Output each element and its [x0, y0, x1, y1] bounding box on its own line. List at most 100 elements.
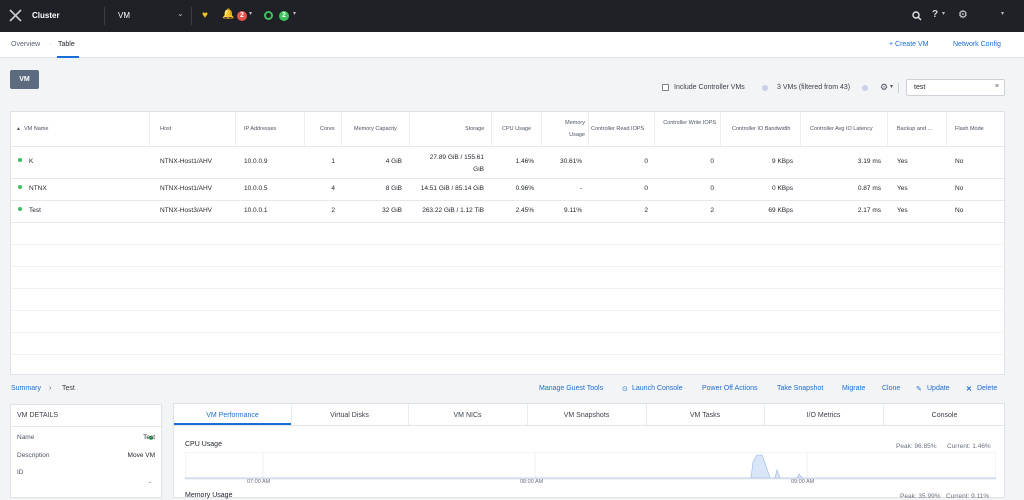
migrate-action[interactable]: Migrate — [842, 385, 866, 392]
search-icon[interactable] — [912, 11, 922, 21]
table-settings-gear-icon[interactable]: ⚙ — [880, 82, 889, 92]
sort-asc-icon[interactable]: ▲ — [16, 126, 21, 132]
host-cell[interactable]: NTNX-Host1/AHV — [160, 185, 213, 192]
help-chevron-icon[interactable]: ▾ — [942, 11, 946, 17]
column-header-cpu-usage[interactable]: CPU Usage — [502, 126, 532, 132]
tasks-ring-icon[interactable] — [264, 11, 273, 20]
tab-virtual-disks[interactable]: Virtual Disks — [330, 412, 369, 419]
manage-guest-tools-action[interactable]: Manage Guest Tools — [539, 385, 604, 392]
write-iops-cell: 2 — [710, 207, 714, 214]
divider — [646, 404, 647, 425]
storage-cell: 14.51 GiB / 85.14 GiB — [420, 185, 484, 192]
tasks-chevron-icon[interactable]: ▾ — [293, 11, 297, 17]
network-config-link[interactable]: Network Config — [953, 41, 1001, 48]
vm-name-cell[interactable]: Test — [29, 207, 41, 214]
tab-vm-snapshots[interactable]: VM Snapshots — [563, 412, 610, 419]
column-header-host[interactable]: Host — [160, 126, 172, 132]
breadcrumb-summary[interactable]: Summary — [11, 385, 41, 392]
column-header-io-bandwidth[interactable]: Controller IO Bandwidth — [732, 126, 791, 132]
tab-console[interactable]: Console — [931, 412, 958, 419]
memory-usage-cell: 30.61% — [559, 158, 582, 165]
nutanix-logo-icon[interactable] — [9, 9, 22, 22]
help-icon[interactable]: ? — [932, 9, 939, 20]
delete-action[interactable]: Delete — [977, 385, 998, 392]
column-divider — [720, 112, 721, 146]
tab-vm-tasks[interactable]: VM Tasks — [689, 412, 721, 419]
column-header-vm-name[interactable]: VM Name — [24, 126, 49, 132]
create-vm-link[interactable]: + Create VM — [889, 41, 929, 48]
divider — [883, 404, 884, 425]
user-menu-chevron-icon[interactable]: ▾ — [1001, 11, 1005, 17]
column-header-cores[interactable]: Cores — [320, 126, 335, 132]
column-header-io-latency[interactable]: Controller Avg IO Latency — [810, 126, 873, 132]
table-settings-chevron-icon[interactable]: ▾ — [890, 84, 894, 90]
divider — [408, 404, 409, 425]
ip-cell: 10.0.0.5 — [244, 185, 268, 192]
memory-stats: Peak: 35.99% Current: 9.11% — [900, 493, 990, 500]
column-header-ip[interactable]: IP Addresses — [244, 126, 277, 132]
memory-cell: 32 GiB — [382, 207, 402, 214]
io-latency-cell: 3.19 ms — [857, 158, 881, 165]
alerts-chevron-icon[interactable]: ▾ — [249, 11, 253, 17]
cpu-usage-title: CPU Usage — [185, 441, 222, 448]
delete-x-icon[interactable]: ✕ — [966, 386, 972, 393]
launch-console-action[interactable]: Launch Console — [632, 385, 683, 392]
search-input-value[interactable]: test — [914, 84, 926, 91]
power-off-actions-action[interactable]: Power Off Actions — [702, 385, 758, 392]
vm-name-cell[interactable]: NTNX — [29, 185, 47, 192]
chevron-down-icon[interactable]: ⌄ — [177, 9, 184, 18]
host-cell[interactable]: NTNX-Host1/AHV — [160, 158, 213, 165]
column-header-write-iops[interactable]: Controller Write IOPS — [663, 120, 716, 126]
update-pencil-icon[interactable]: ✎ — [916, 386, 922, 393]
settings-gear-icon[interactable]: ⚙ — [958, 9, 968, 21]
include-controller-vms-checkbox[interactable] — [662, 84, 669, 91]
take-snapshot-action[interactable]: Take Snapshot — [777, 385, 824, 392]
cpu-usage-chart[interactable] — [185, 452, 996, 480]
vm-name-cell[interactable]: K — [29, 158, 34, 165]
column-header-memory-usage[interactable]: Memory Usage — [565, 120, 585, 138]
memory-cell: 8 GiB — [385, 185, 402, 192]
column-header-read-iops[interactable]: Controller Read IOPS — [591, 126, 645, 132]
column-divider — [800, 112, 801, 146]
tab-vm-nics[interactable]: VM NICs — [453, 412, 482, 419]
detail-key: ID — [17, 469, 24, 476]
row-divider — [11, 288, 1006, 289]
health-heart-icon[interactable]: ♥ — [202, 10, 208, 21]
io-latency-cell: 2.17 ms — [857, 207, 881, 214]
vm-detail-section: Summary › Test Manage Guest Tools ⊙ Laun… — [0, 378, 1024, 498]
launch-console-icon[interactable]: ⊙ — [622, 386, 628, 393]
detail-value: Test — [143, 434, 155, 441]
tab-vm-performance[interactable]: VM Performance — [206, 412, 259, 419]
clone-action[interactable]: Clone — [882, 385, 901, 392]
cluster-title[interactable]: Cluster — [32, 11, 60, 20]
column-divider — [341, 112, 342, 146]
vm-button[interactable]: VM — [10, 70, 39, 89]
include-controller-vms-label[interactable]: Include Controller VMs — [674, 84, 745, 91]
tab-io-metrics[interactable]: I/O Metrics — [806, 412, 841, 419]
ip-cell: 10.0.0.9 — [244, 158, 268, 165]
tab-table[interactable]: Table — [58, 41, 75, 48]
column-header-flash-mode[interactable]: Flash Mode — [955, 126, 984, 132]
io-bandwidth-cell: 9 KBps — [772, 158, 793, 165]
column-header-backup[interactable]: Backup and ... — [897, 126, 933, 132]
clear-search-icon[interactable]: × — [994, 83, 999, 90]
column-header-memory-capacity[interactable]: Memory Capacity — [354, 126, 397, 132]
host-cell[interactable]: NTNX-Host3/AHV — [160, 207, 213, 214]
cpu-cell: 1.46% — [515, 158, 534, 165]
read-iops-cell: 0 — [644, 158, 648, 165]
search-input[interactable]: test × — [906, 79, 1005, 96]
filter-status-text: 3 VMs (filtered from 43) — [777, 84, 851, 91]
alerts-count-badge[interactable]: 2 — [237, 11, 247, 21]
sub-navigation: Overview · Table + Create VM Network Con… — [0, 32, 1024, 58]
tab-overview[interactable]: Overview — [11, 41, 41, 48]
alerts-bell-icon[interactable]: 🔔 — [222, 9, 235, 20]
backup-cell: Yes — [897, 207, 908, 214]
tasks-count-badge[interactable]: 2 — [279, 11, 289, 21]
entity-select[interactable]: VM — [118, 11, 130, 20]
row-divider — [11, 332, 1006, 333]
column-divider — [541, 112, 542, 146]
storage-cell: 27.89 GiB / 155.61 GiB — [429, 154, 484, 173]
cpu-cell: 2.45% — [515, 207, 534, 214]
update-action[interactable]: Update — [927, 385, 950, 392]
column-header-storage[interactable]: Storage — [465, 126, 485, 132]
